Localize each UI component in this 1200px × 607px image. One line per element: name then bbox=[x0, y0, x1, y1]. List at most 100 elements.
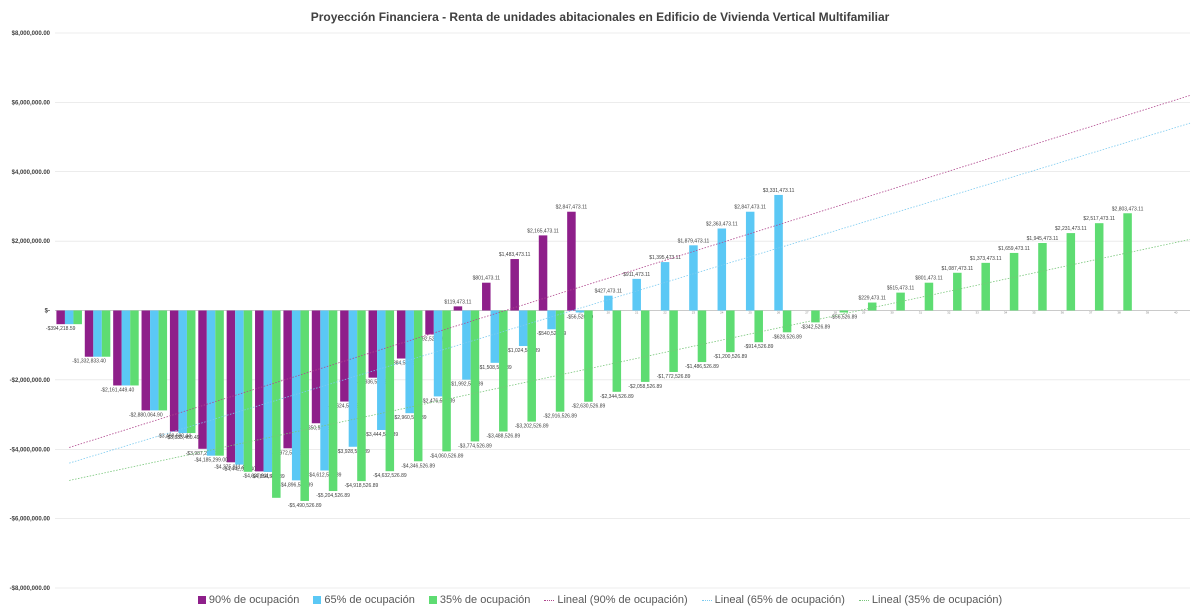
data-label: -$4,185,299.00 bbox=[194, 458, 228, 464]
legend-item: 90% de ocupación bbox=[197, 594, 300, 606]
bar-90 bbox=[283, 310, 292, 449]
x-tick-label: 31 bbox=[919, 311, 923, 315]
data-label: -$4,612,526.89 bbox=[308, 472, 342, 478]
bar-90 bbox=[538, 235, 548, 311]
trendline-90 bbox=[69, 95, 1191, 448]
chart-title: Proyección Financiera - Renta de unidade… bbox=[310, 10, 890, 24]
bar-65 bbox=[632, 278, 641, 311]
bar-65 bbox=[462, 310, 471, 380]
bar-35 bbox=[413, 310, 423, 462]
bar-90 bbox=[141, 310, 151, 411]
bar-90 bbox=[396, 310, 406, 359]
legend-swatch bbox=[428, 596, 437, 604]
x-tick-label: 36 bbox=[1061, 311, 1065, 315]
y-tick-label: $6,000,000.00 bbox=[12, 100, 51, 106]
bar-65 bbox=[93, 310, 102, 357]
bar-65 bbox=[660, 262, 670, 311]
legend-line-swatch bbox=[544, 599, 555, 601]
data-label: -$5,490,526.89 bbox=[288, 503, 322, 509]
bar-35 bbox=[272, 310, 281, 498]
data-label: -$1,772,526.89 bbox=[657, 374, 691, 380]
bar-65 bbox=[490, 310, 500, 363]
data-label: $2,165,473.11 bbox=[527, 228, 559, 234]
bar-35 bbox=[1066, 233, 1076, 311]
x-tick-label: 27 bbox=[805, 311, 809, 315]
bar-90 bbox=[169, 310, 179, 432]
bar-90 bbox=[368, 310, 378, 378]
bar-35 bbox=[101, 310, 111, 357]
data-label: -$4,654,526.89 bbox=[251, 474, 285, 480]
data-label: $911,473.11 bbox=[623, 272, 650, 278]
y-tick-label: -$4,000,000.00 bbox=[10, 447, 51, 453]
bar-35 bbox=[782, 310, 792, 333]
data-label: -$2,624,526.89 bbox=[328, 404, 362, 410]
data-label: -$2,476,526.89 bbox=[421, 398, 455, 404]
legend: 90% de ocupación 65% de ocupación 35% de o… bbox=[0, 594, 1200, 606]
bar-35 bbox=[470, 310, 480, 442]
data-label: -$2,058,526.89 bbox=[628, 384, 662, 390]
bar-35 bbox=[158, 310, 168, 411]
bar-35 bbox=[328, 310, 338, 492]
data-label: -$3,250,526.89 bbox=[299, 425, 333, 431]
data-label: -$540,526.89 bbox=[537, 331, 567, 337]
data-label: -$5,204,526.89 bbox=[316, 493, 350, 499]
data-label: -$2,916,526.89 bbox=[543, 414, 577, 420]
bar-90 bbox=[567, 211, 576, 311]
data-label: -$3,774,526.89 bbox=[458, 443, 492, 449]
x-tick-label: 26 bbox=[777, 311, 781, 315]
data-label: $1,483,473.11 bbox=[499, 252, 531, 258]
data-label: -$2,880,064.90 bbox=[129, 412, 163, 418]
data-label: -$4,375,911.45 bbox=[214, 464, 247, 470]
data-label: $1,395,473.11 bbox=[649, 255, 681, 261]
data-label: $2,847,473.11 bbox=[556, 205, 588, 211]
bar-35 bbox=[357, 310, 366, 482]
data-label: -$1,486,526.89 bbox=[685, 364, 719, 370]
x-tick-label: 34 bbox=[1004, 311, 1008, 315]
legend-swatch bbox=[313, 596, 322, 604]
bar-35 bbox=[839, 310, 849, 313]
bar-35 bbox=[640, 310, 650, 382]
bar-90 bbox=[56, 310, 65, 325]
y-tick-label: -$6,000,000.00 bbox=[10, 517, 51, 523]
y-tick-label: $- bbox=[45, 309, 50, 315]
bar-90 bbox=[113, 310, 122, 386]
x-tick-label: 32 bbox=[947, 311, 951, 315]
y-tick-label: $4,000,000.00 bbox=[12, 170, 51, 176]
data-label: -$4,346,526.89 bbox=[401, 463, 435, 469]
data-label: $1,373,473.11 bbox=[970, 256, 1002, 262]
data-label: -$914,526.89 bbox=[744, 344, 774, 350]
bar-65 bbox=[405, 310, 414, 414]
data-label: $2,231,473.11 bbox=[1055, 226, 1087, 232]
data-label: -$3,444,526.89 bbox=[364, 432, 398, 438]
bar-65 bbox=[206, 310, 216, 456]
bar-35 bbox=[73, 310, 82, 325]
bar-35 bbox=[1009, 252, 1019, 311]
bar-65 bbox=[263, 310, 273, 472]
bar-35 bbox=[754, 310, 763, 343]
bar-65 bbox=[518, 310, 528, 347]
x-tick-label: 35 bbox=[1032, 311, 1036, 315]
bar-65 bbox=[745, 211, 755, 311]
x-tick-label: 28 bbox=[834, 311, 838, 315]
bar-35 bbox=[385, 310, 395, 472]
bar-35 bbox=[555, 310, 565, 412]
data-label: -$3,488,526.89 bbox=[487, 434, 521, 440]
data-label: -$2,344,526.89 bbox=[600, 394, 634, 400]
bar-65 bbox=[178, 310, 187, 434]
legend-label: 90% de ocupación bbox=[208, 594, 300, 606]
bar-65 bbox=[348, 310, 358, 447]
bar-65 bbox=[433, 310, 443, 397]
bar-90 bbox=[311, 310, 321, 424]
legend-line-swatch bbox=[858, 599, 869, 601]
data-label: -$56,526.89 bbox=[567, 314, 594, 320]
data-label: -$4,632,526.89 bbox=[373, 473, 407, 479]
data-label: -$3,972,526.89 bbox=[271, 450, 305, 456]
data-label: $3,331,473.11 bbox=[763, 188, 795, 194]
bar-35 bbox=[1123, 213, 1132, 311]
data-label: -$4,637,911.40 bbox=[243, 473, 276, 479]
x-tick-label: 23 bbox=[692, 311, 696, 315]
legend-item: Lineal (35% de ocupación) bbox=[858, 594, 1002, 606]
data-label: $2,847,473.11 bbox=[734, 205, 766, 211]
data-label: -$3,928,526.89 bbox=[336, 449, 370, 455]
bar-90 bbox=[425, 310, 434, 335]
